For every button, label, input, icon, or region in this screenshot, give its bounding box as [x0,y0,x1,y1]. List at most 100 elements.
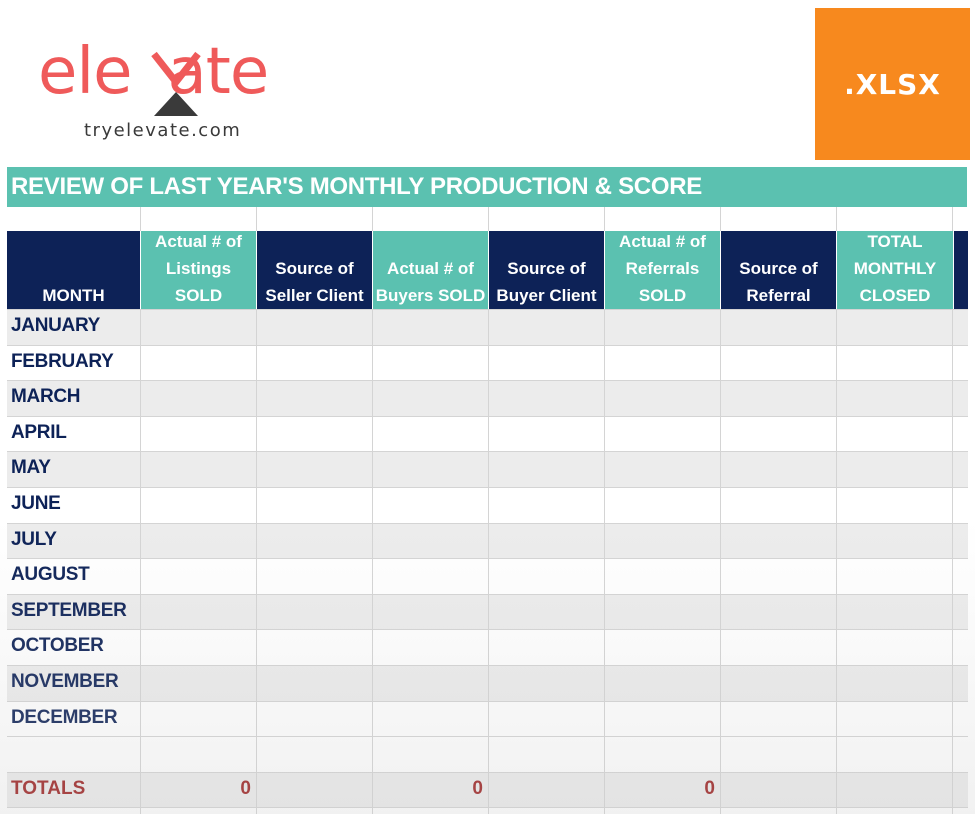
cell-listings[interactable] [141,558,257,594]
cell-listings[interactable] [141,309,257,345]
cell-referrals[interactable] [605,309,721,345]
cell-referral-source[interactable] [721,345,837,381]
cell-buyer-source[interactable] [489,701,605,737]
cell-total[interactable] [837,629,953,665]
cell-seller-source[interactable] [257,629,373,665]
month-label: OCTOBER [11,635,104,657]
cell-buyers[interactable] [373,451,489,487]
cell-buyers[interactable] [373,558,489,594]
cell-total[interactable] [837,380,953,416]
cell-referrals[interactable] [605,665,721,701]
cell-buyers[interactable] [373,309,489,345]
cell-referrals[interactable] [605,380,721,416]
cell-buyer-source[interactable] [489,558,605,594]
cell-referral-source[interactable] [721,309,837,345]
cell-listings[interactable] [141,487,257,523]
cell-seller-source[interactable] [257,558,373,594]
cell-seller-source[interactable] [257,701,373,737]
cell-buyers[interactable] [373,416,489,452]
cell-listings[interactable] [141,665,257,701]
cell-total[interactable] [837,309,953,345]
cell-seller-source[interactable] [257,451,373,487]
grid-line [7,309,968,310]
cell-referral-source[interactable] [721,416,837,452]
cell-referrals[interactable] [605,629,721,665]
cell-total[interactable] [837,594,953,630]
cell-referral-source[interactable] [721,380,837,416]
grid-line [604,207,605,231]
cell-total[interactable] [837,416,953,452]
cell-buyer-source[interactable] [489,345,605,381]
cell-referral-source[interactable] [721,523,837,559]
cell-total[interactable] [837,558,953,594]
cell-seller-source[interactable] [257,309,373,345]
cell-buyer-source[interactable] [489,665,605,701]
cell-listings[interactable] [141,594,257,630]
cell-referrals[interactable] [605,701,721,737]
cell-total[interactable] [837,487,953,523]
month-label: JUNE [11,493,61,514]
cell-buyers[interactable] [373,380,489,416]
cell-buyer-source[interactable] [489,629,605,665]
month-row: FEBRUARY [7,344,968,381]
cell-listings[interactable] [141,629,257,665]
grid-line [952,207,953,231]
cell-listings[interactable] [141,451,257,487]
cell-buyer-source[interactable] [489,523,605,559]
cell-total[interactable] [837,451,953,487]
cell-listings[interactable] [141,380,257,416]
month-row: NOVEMBER [7,665,968,701]
cell-referrals[interactable] [605,416,721,452]
month-row: MARCH [7,380,968,417]
cell-seller-source[interactable] [257,665,373,701]
cell-buyers[interactable] [373,701,489,737]
cell-total[interactable] [837,701,953,737]
cell-buyer-source[interactable] [489,380,605,416]
cell-referral-source[interactable] [721,665,837,701]
cell-listings[interactable] [141,416,257,452]
cell-buyers[interactable] [373,345,489,381]
cell-buyer-source[interactable] [489,487,605,523]
cell-total[interactable] [837,345,953,381]
cell-buyer-source[interactable] [489,416,605,452]
logo-v-arrow-icon [151,51,201,116]
cell-buyer-source[interactable] [489,594,605,630]
cell-buyer-source[interactable] [489,309,605,345]
xlsx-badge-label: .XLSX [844,67,941,101]
cell-referral-source[interactable] [721,487,837,523]
cell-referrals[interactable] [605,594,721,630]
cell-buyer-source[interactable] [489,451,605,487]
header-buyer-source: Source of Buyer Client [489,231,604,309]
cell-referral-source[interactable] [721,701,837,737]
cell-seller-source[interactable] [257,594,373,630]
total-listings-value: 0 [240,777,251,799]
cell-seller-source[interactable] [257,380,373,416]
cell-referral-source[interactable] [721,594,837,630]
header-referrals-label: Actual # of Referrals SOLD [619,232,706,305]
cell-buyers[interactable] [373,665,489,701]
cell-listings[interactable] [141,701,257,737]
cell-referral-source[interactable] [721,629,837,665]
cell-seller-source[interactable] [257,416,373,452]
cell-referral-source[interactable] [721,451,837,487]
cell-referrals[interactable] [605,345,721,381]
grid-line [372,207,373,231]
grid-line [7,344,968,346]
cell-referrals[interactable] [605,523,721,559]
cell-referral-source[interactable] [721,558,837,594]
cell-seller-source[interactable] [257,487,373,523]
cell-buyers[interactable] [373,523,489,559]
cell-buyers[interactable] [373,594,489,630]
cell-seller-source[interactable] [257,345,373,381]
cell-listings[interactable] [141,345,257,381]
cell-referrals[interactable] [605,451,721,487]
cell-buyers[interactable] [373,487,489,523]
cell-referrals[interactable] [605,558,721,594]
cell-total[interactable] [837,523,953,559]
cell-total[interactable] [837,665,953,701]
cell-referrals[interactable] [605,487,721,523]
cell-buyers[interactable] [373,629,489,665]
cell-seller-source[interactable] [257,523,373,559]
cell-listings[interactable] [141,523,257,559]
grid-line [256,207,257,231]
